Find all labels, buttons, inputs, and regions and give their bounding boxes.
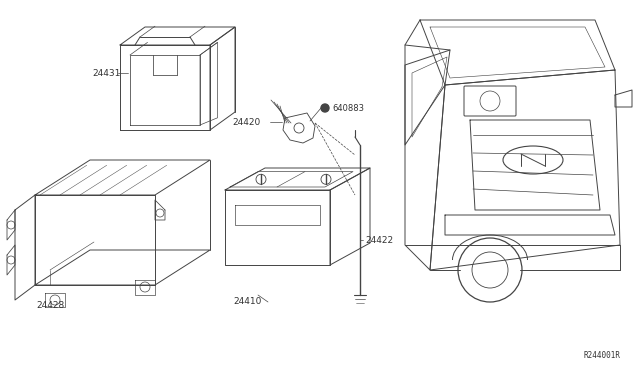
FancyBboxPatch shape	[464, 86, 516, 116]
Text: 24428: 24428	[36, 301, 64, 310]
Text: 24431: 24431	[92, 68, 120, 77]
Circle shape	[321, 104, 329, 112]
Text: R244001R: R244001R	[583, 351, 620, 360]
Text: 24420: 24420	[232, 118, 260, 126]
Ellipse shape	[503, 146, 563, 174]
Text: 640883: 640883	[332, 103, 364, 112]
Text: 24410: 24410	[233, 298, 261, 307]
Text: 24422: 24422	[365, 235, 393, 244]
